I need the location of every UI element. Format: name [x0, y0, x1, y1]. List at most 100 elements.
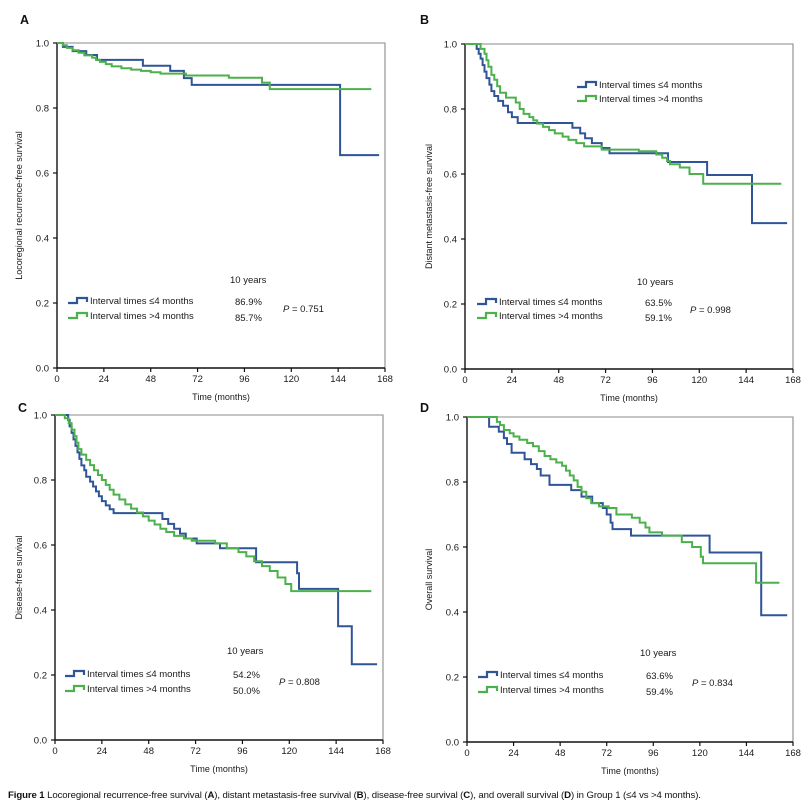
y-tick-label: 0.2	[34, 670, 47, 681]
legend-line-icon-blue	[68, 296, 89, 305]
y-tick-label: 0.0	[444, 364, 457, 375]
y-tick-label: 1.0	[444, 39, 457, 50]
legend-label: Interval times ≤4 months	[500, 670, 604, 681]
x-tick-label: 120	[281, 746, 297, 757]
y-tick-label: 0.0	[446, 737, 459, 748]
y-tick-label: 1.0	[446, 412, 459, 423]
plot-frame	[465, 43, 794, 369]
legend-header: 10 years	[640, 648, 677, 659]
caption-text: ), and overall survival (	[470, 790, 565, 801]
p-value: P = 0.808	[279, 677, 320, 688]
ten-year-rate: 59.1%	[645, 313, 672, 324]
x-tick-label: 144	[738, 748, 754, 759]
ten-year-rate: 63.5%	[645, 298, 672, 309]
x-tick-label: 96	[647, 375, 658, 386]
x-tick-label: 72	[192, 374, 203, 385]
legend-line-icon-green	[477, 311, 498, 320]
legend-label: Interval times ≤4 months	[90, 296, 194, 307]
panel-b: B 0.0 0.2 0.4 0.6 0.8 1.0 0 24 48 72 96 120 144 168 Tim…	[420, 13, 801, 403]
p-value-number: = 0.834	[698, 678, 733, 689]
y-axis-label: Locoregional recurrence-free survival	[14, 131, 24, 280]
caption-text: ), distant metastasis-free survival (	[214, 790, 357, 801]
legend-line-icon-green	[68, 311, 89, 320]
y-tick-label: 0.8	[36, 103, 49, 114]
y-tick-label: 0.6	[34, 540, 47, 551]
x-axis-label: Time (months)	[192, 392, 250, 402]
legend-line-icon-blue	[577, 80, 598, 89]
x-tick-label: 48	[553, 375, 564, 386]
caption-panel-ref: C	[463, 790, 471, 801]
x-tick-label: 168	[785, 748, 801, 759]
km-curve-interval-gt4	[55, 414, 372, 593]
plot-frame	[467, 416, 794, 742]
y-tick-label: 0.4	[34, 605, 47, 616]
y-tick-label: 0.2	[444, 299, 457, 310]
y-tick-label: 0.4	[36, 233, 49, 244]
panel-letter: C	[18, 401, 27, 415]
panel-letter: B	[420, 13, 429, 27]
x-tick-label: 144	[330, 374, 346, 385]
caption-text: ), disease-free survival (	[363, 790, 464, 801]
x-axis-label: Time (months)	[190, 764, 248, 774]
p-value: P = 0.998	[690, 305, 731, 316]
x-tick-label: 24	[97, 746, 108, 757]
plot-frame	[57, 42, 386, 368]
legend-line-icon-blue	[478, 670, 499, 679]
legend-header: 10 years	[230, 275, 267, 286]
x-tick-label: 168	[785, 375, 801, 386]
legend-label: Interval times >4 months	[499, 311, 603, 322]
x-tick-label: 96	[648, 748, 659, 759]
km-curve-interval-le4	[465, 43, 788, 225]
y-tick-label: 0.6	[36, 168, 49, 179]
x-tick-label: 24	[508, 748, 519, 759]
legend-line-icon-blue	[477, 297, 498, 306]
caption-text: Locoregional recurrence-free survival (	[44, 790, 208, 801]
p-symbol: P	[279, 677, 286, 688]
km-figure: A 0.0 0.2 0.4 0.6 0.8 1.0 0 24 48 72 96 120 144 168 Tim…	[14, 13, 801, 776]
top-legend-label: Interval times ≤4 months	[599, 80, 703, 91]
y-tick-label: 0.2	[446, 672, 459, 683]
p-value: P = 0.834	[692, 678, 733, 689]
x-axis-label: Time (months)	[600, 393, 658, 403]
y-axis-label: Disease-free survival	[14, 535, 24, 619]
p-value-number: = 0.751	[289, 304, 324, 315]
x-tick-label: 72	[601, 748, 612, 759]
x-tick-label: 0	[52, 746, 57, 757]
p-value: P = 0.751	[283, 304, 324, 315]
y-tick-label: 0.6	[446, 542, 459, 553]
legend-line-icon-green	[577, 94, 598, 103]
y-tick-label: 1.0	[34, 410, 47, 421]
panel-c: C 0.0 0.2 0.4 0.6 0.8 1.0 0 24 48 72 96 120 144 168 Tim…	[14, 401, 391, 774]
caption-panel-ref: D	[564, 790, 571, 801]
plot-frame	[55, 414, 384, 740]
y-tick-label: 0.4	[444, 234, 457, 245]
y-tick-label: 0.2	[36, 298, 49, 309]
ten-year-rate: 63.6%	[646, 671, 673, 682]
figure-caption: Figure 1 Locoregional recurrence-free su…	[8, 790, 808, 801]
x-axis-label: Time (months)	[601, 766, 659, 776]
caption-panel-ref: A	[207, 790, 215, 801]
km-curve-interval-gt4	[57, 42, 372, 91]
x-tick-label: 96	[237, 746, 248, 757]
y-axis-label: Distant metastasis-free survival	[424, 144, 434, 269]
panel-letter: D	[420, 401, 429, 415]
p-symbol: P	[692, 678, 699, 689]
y-tick-label: 0.8	[34, 475, 47, 486]
y-tick-label: 0.0	[36, 363, 49, 374]
legend-line-icon-green	[65, 684, 86, 693]
y-tick-label: 1.0	[36, 38, 49, 49]
legend-label: Interval times >4 months	[500, 685, 604, 696]
x-tick-label: 72	[190, 746, 201, 757]
p-symbol: P	[283, 304, 290, 315]
y-tick-label: 0.6	[444, 169, 457, 180]
ten-year-rate: 59.4%	[646, 687, 673, 698]
x-tick-label: 120	[691, 375, 707, 386]
x-tick-label: 48	[555, 748, 566, 759]
legend-label: Interval times >4 months	[90, 311, 194, 322]
km-curve-interval-le4	[55, 414, 378, 666]
x-tick-label: 144	[738, 375, 754, 386]
ten-year-rate: 86.9%	[235, 297, 262, 308]
p-value-number: = 0.998	[696, 305, 731, 316]
ten-year-rate: 54.2%	[233, 670, 260, 681]
caption-text: ) in Group 1 (≤4 vs >4 months).	[570, 790, 701, 801]
